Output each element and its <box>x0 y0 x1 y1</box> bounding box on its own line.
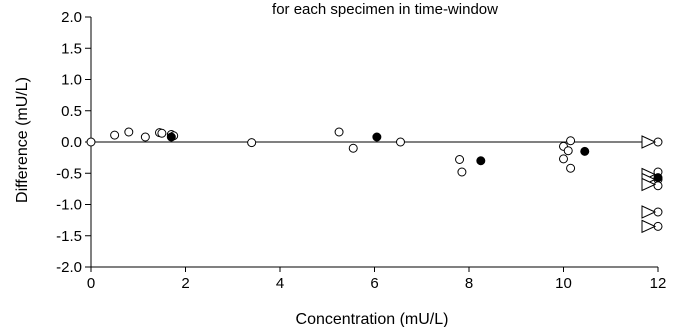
open-point <box>559 154 568 164</box>
open-point <box>563 146 573 156</box>
axes: 0 2 4 6 8 10 12 2.0 1.5 1.0 0.5 0.0 -0.5 -1.0 -1.5 -2.0 <box>56 9 666 292</box>
arrow-marker <box>641 135 657 149</box>
arrow-head <box>641 177 657 192</box>
arrow-head <box>641 219 657 234</box>
data-marks <box>86 127 663 234</box>
open-point <box>566 163 576 173</box>
open-point <box>566 136 576 146</box>
filled-point <box>166 132 176 142</box>
x-tick-label: 12 <box>650 275 667 292</box>
y-tick-label: -1.5 <box>56 228 82 245</box>
y-tick-label: 2.0 <box>61 9 82 26</box>
filled-point <box>580 146 590 156</box>
x-tick-label: 2 <box>181 275 189 292</box>
y-tick-label: 1.0 <box>61 72 82 89</box>
x-tick-label: 6 <box>370 275 378 292</box>
x-tick-label: 0 <box>87 275 95 292</box>
open-point <box>395 137 405 147</box>
y-tick-label: 0.5 <box>61 103 82 120</box>
open-point <box>348 143 358 153</box>
y-tick-label: 1.5 <box>61 40 82 57</box>
arrow-head <box>641 205 657 219</box>
x-axis-title: Concentration (mU/L) <box>296 311 449 327</box>
chart-title: for each specimen in time-window <box>272 1 498 18</box>
y-tick-label: -1.0 <box>56 197 82 214</box>
open-point <box>334 127 344 137</box>
x-tick-label: 10 <box>555 275 572 292</box>
y-tick-label: -0.5 <box>56 165 82 182</box>
open-point <box>157 128 167 138</box>
open-point <box>86 137 96 147</box>
open-point <box>653 181 663 191</box>
open-point <box>247 138 257 148</box>
x-tick-label: 4 <box>276 275 284 292</box>
filled-point <box>372 132 382 142</box>
arrow-marker <box>641 219 657 234</box>
open-point <box>110 130 120 140</box>
filled-point <box>476 156 486 166</box>
open-point <box>124 127 134 137</box>
arrow-marker <box>641 205 657 219</box>
filled-point <box>653 173 663 183</box>
open-point <box>140 132 150 142</box>
y-axis-title: Difference (mU/L) <box>14 77 31 203</box>
y-tick-label: -2.0 <box>56 259 82 276</box>
y-tick-label: 0.0 <box>61 134 82 151</box>
open-point <box>455 155 465 164</box>
open-point <box>457 167 467 177</box>
arrow-marker <box>641 177 657 192</box>
x-tick-label: 8 <box>465 275 473 292</box>
arrow-head <box>641 135 657 149</box>
